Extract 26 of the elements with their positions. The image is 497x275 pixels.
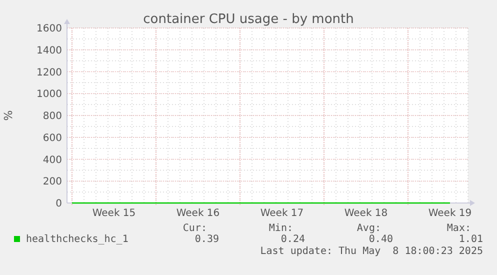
y-tick-label: 200 bbox=[42, 176, 62, 188]
text: Cur: bbox=[182, 223, 207, 234]
y-tick-label: 0 bbox=[56, 198, 62, 210]
y-tick-label: 1000 bbox=[36, 89, 62, 100]
x-tick-label: Week 18 bbox=[344, 208, 388, 219]
x-tick-label: Week 15 bbox=[92, 208, 136, 219]
text: Max: bbox=[446, 223, 471, 234]
x-tick-label: Week 19 bbox=[428, 208, 472, 219]
x-tick-label: Week 16 bbox=[176, 208, 220, 219]
text: Avg: bbox=[356, 223, 381, 234]
y-tick-label: 800 bbox=[42, 111, 62, 122]
text: 1.01 bbox=[458, 234, 483, 245]
text: 0.39 bbox=[194, 234, 219, 245]
x-tick-label: Week 17 bbox=[260, 208, 304, 219]
text: Min: bbox=[268, 223, 293, 234]
y-tick-label: 1600 bbox=[36, 24, 62, 34]
y-axis-title: % bbox=[2, 110, 15, 121]
legend-label: healthchecks_hc_1 bbox=[26, 234, 128, 245]
text: 0.24 bbox=[280, 234, 305, 245]
chart-title: container CPU usage - by month bbox=[143, 12, 354, 27]
y-tick-label: 400 bbox=[42, 154, 62, 166]
text: 0.40 bbox=[368, 234, 393, 245]
y-tick-label: 1200 bbox=[36, 67, 62, 78]
text: Last update: Thu May 8 18:00:23 2025 bbox=[260, 246, 483, 257]
y-tick-label: 600 bbox=[42, 132, 62, 144]
y-tick-label: 1400 bbox=[36, 45, 62, 56]
